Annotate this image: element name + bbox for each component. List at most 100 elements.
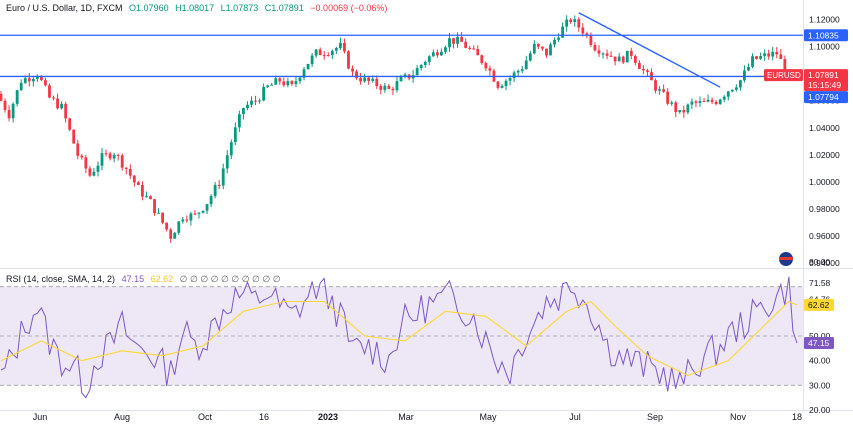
candle-body bbox=[274, 78, 278, 85]
candle-body bbox=[306, 63, 310, 70]
candle-body bbox=[233, 127, 237, 143]
candle-body bbox=[541, 46, 544, 49]
rsi-title[interactable]: RSI (14, close, SMA, 14, 2) bbox=[6, 274, 116, 284]
candle-body bbox=[76, 143, 80, 156]
candle-body bbox=[173, 232, 177, 239]
candle-body bbox=[440, 51, 443, 56]
candle-body bbox=[112, 154, 116, 159]
rsi-current-value: 47.15 bbox=[121, 274, 145, 284]
rsi-header: RSI (14, close, SMA, 14, 2) 47.15 62.62 … bbox=[6, 274, 285, 285]
candle-body bbox=[31, 78, 35, 82]
candle-body bbox=[613, 56, 617, 62]
candle-body bbox=[565, 19, 569, 27]
resistance-price-label-bg bbox=[804, 29, 848, 42]
candle-body bbox=[702, 101, 706, 103]
candle-body bbox=[779, 54, 783, 60]
candle-body bbox=[250, 100, 253, 105]
candle-body bbox=[532, 43, 536, 54]
candle-body bbox=[759, 56, 762, 59]
candle-body bbox=[726, 91, 730, 97]
resistance-price-label: 1.10835 bbox=[808, 30, 839, 40]
currency-flag-icon bbox=[779, 252, 793, 266]
last-price-label: 1.07891 bbox=[808, 70, 839, 80]
candle-body bbox=[213, 184, 217, 197]
candle-body bbox=[23, 78, 27, 83]
candle-body bbox=[601, 53, 605, 55]
candle-body bbox=[528, 53, 532, 61]
candle-body bbox=[3, 100, 7, 110]
candle-body bbox=[298, 77, 302, 82]
candle-body bbox=[609, 55, 613, 57]
candle-body bbox=[767, 53, 771, 57]
price-tick-label: 0.94000 bbox=[809, 258, 840, 268]
candle-body bbox=[714, 101, 718, 105]
candle-body bbox=[209, 196, 213, 205]
candle-body bbox=[96, 165, 100, 172]
candle-body bbox=[419, 64, 423, 69]
candle-body bbox=[561, 26, 565, 38]
candle-body bbox=[504, 80, 508, 86]
high-value: H1.08017 bbox=[175, 3, 215, 13]
candle-body bbox=[444, 47, 447, 52]
candle-body bbox=[456, 36, 459, 44]
candle-body bbox=[573, 19, 577, 23]
candle-body bbox=[524, 60, 528, 70]
candle-body bbox=[108, 153, 112, 159]
candle-body bbox=[132, 175, 136, 183]
candle-body bbox=[512, 72, 516, 79]
candle-body bbox=[783, 59, 787, 73]
candle-body bbox=[593, 45, 597, 51]
time-tick-label: Oct bbox=[198, 412, 213, 422]
candle-body bbox=[755, 56, 758, 59]
candle-body bbox=[751, 56, 754, 67]
pair-badge: EURUSD bbox=[767, 71, 801, 80]
candle-body bbox=[484, 62, 488, 69]
candle-body bbox=[718, 99, 722, 105]
candle-body bbox=[314, 49, 318, 56]
candle-body bbox=[318, 49, 322, 56]
candle-body bbox=[355, 71, 358, 79]
rsi-tick-label: 80.00 bbox=[809, 257, 831, 267]
candle-body bbox=[242, 108, 245, 115]
candle-body bbox=[468, 47, 472, 49]
candle-body bbox=[383, 85, 387, 90]
candle-body bbox=[545, 48, 548, 56]
candle-body bbox=[157, 212, 160, 214]
candle-body bbox=[136, 182, 140, 185]
candle-body bbox=[120, 155, 124, 168]
candle-body bbox=[549, 44, 552, 56]
candle-body bbox=[225, 155, 229, 169]
candle-body bbox=[625, 50, 629, 63]
candle-body bbox=[217, 184, 221, 186]
time-tick-label: May bbox=[479, 412, 497, 422]
candle-body bbox=[338, 42, 342, 48]
rsi-tick-label: 30.00 bbox=[809, 380, 831, 390]
candle-body bbox=[391, 88, 395, 91]
rsi-tick-label: 40.00 bbox=[809, 356, 831, 366]
candle-body bbox=[100, 153, 104, 166]
candle-body bbox=[516, 70, 520, 73]
candle-body bbox=[52, 97, 55, 99]
candle-body bbox=[0, 93, 3, 101]
candle-body bbox=[605, 53, 609, 56]
candle-body bbox=[395, 81, 399, 91]
candle-body bbox=[343, 42, 346, 52]
candle-body bbox=[141, 184, 144, 197]
symbol-title[interactable]: Euro / U.S. Dollar, 1D, FXCM bbox=[6, 3, 123, 13]
candle-body bbox=[7, 109, 11, 119]
candle-body bbox=[363, 77, 367, 82]
candle-body bbox=[427, 56, 431, 62]
time-tick-label: Jul bbox=[569, 412, 581, 422]
candle-body bbox=[371, 78, 375, 81]
rsi-tick-label: 50.00 bbox=[809, 331, 831, 341]
candle-body bbox=[423, 61, 427, 65]
candle-body bbox=[452, 38, 455, 44]
candle-body bbox=[508, 78, 512, 81]
candle-body bbox=[322, 55, 326, 57]
candle-body bbox=[654, 80, 657, 91]
candle-body bbox=[11, 103, 15, 119]
time-tick-label: Sep bbox=[647, 412, 663, 422]
candle-body bbox=[254, 100, 257, 102]
support-price-label: 1.07794 bbox=[808, 92, 839, 102]
